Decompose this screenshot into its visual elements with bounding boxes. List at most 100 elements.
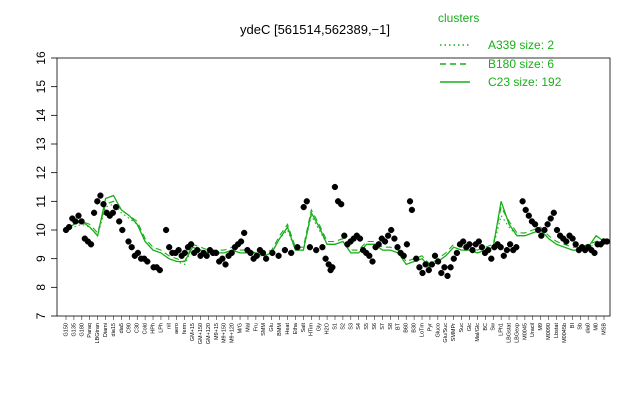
x-tick-label: SMMPr (451, 323, 457, 342)
x-tick-label: S2 (340, 323, 346, 330)
y-axis: 7 8 9 10 11 12 13 14 15 16 (34, 51, 57, 319)
data-point (90, 209, 98, 216)
data-point (434, 258, 442, 265)
data-point (269, 249, 276, 257)
data-point (156, 266, 163, 274)
data-point (75, 212, 82, 219)
data-point (403, 241, 411, 248)
data-point (394, 244, 401, 251)
x-tick-label: dia0 (586, 323, 592, 333)
data-point (447, 264, 454, 271)
data-point (288, 249, 295, 257)
data-point (506, 241, 514, 248)
data-point (425, 266, 432, 274)
x-tick-label: aero (174, 323, 180, 334)
data-point (341, 232, 348, 239)
data-point (219, 255, 226, 262)
x-axis: G150 G135 G180 Paraq LBGtran Diami dia15 dia5 C9… (63, 316, 607, 344)
data-point (384, 232, 392, 239)
data-point (563, 238, 570, 245)
data-point (416, 264, 423, 271)
x-tick-label: Mal (245, 323, 251, 332)
data-point (338, 201, 345, 208)
x-tick-label: G180 (79, 323, 85, 336)
x-tick-label: nit (166, 323, 172, 329)
x-tick-label: Gly (317, 323, 323, 332)
x-tick-label: S8 (388, 323, 394, 330)
data-point (228, 249, 235, 257)
x-tick-label: Paraq (87, 323, 93, 338)
data-point (535, 226, 542, 234)
x-tick-label: C30 (135, 323, 141, 333)
y-tick-label: 10 (34, 223, 48, 237)
x-tick-label: S3 (348, 323, 354, 330)
y-tick-label: 11 (34, 195, 48, 208)
data-point (116, 218, 123, 225)
data-point (419, 269, 426, 277)
x-tick-label: Suc (459, 323, 465, 333)
legend-title: clusters (438, 11, 479, 25)
y-tick-label: 9 (34, 255, 48, 262)
data-point (485, 246, 492, 254)
x-tick-label: Diami (103, 323, 109, 337)
data-point (431, 252, 439, 259)
data-point (222, 261, 229, 268)
data-point (413, 255, 420, 262)
x-tick-label: Lbstat (554, 323, 560, 338)
plot-area-frame (56, 57, 611, 317)
x-tick-label: GM+150 (198, 323, 204, 344)
data-point (375, 241, 382, 248)
data-point (281, 246, 289, 254)
data-point (538, 232, 545, 239)
x-tick-label: Mal/Glc (475, 323, 481, 342)
data-point (187, 241, 195, 248)
legend-label-c23: C23 size: 192 (488, 75, 562, 89)
legend-label-b180: B180 size: 6 (488, 57, 554, 71)
x-tick-label: BT (396, 322, 402, 330)
data-point (460, 238, 467, 245)
data-point (500, 252, 507, 259)
data-point (119, 226, 126, 234)
x-tick-label: HTim (309, 323, 315, 336)
data-point (366, 252, 373, 259)
x-tick-label: LBGtran (95, 323, 101, 343)
data-point (553, 226, 561, 234)
x-tick-label: M0045 (522, 323, 528, 340)
data-point (513, 244, 520, 251)
data-point (531, 221, 539, 228)
data-point (388, 226, 395, 234)
data-point (408, 206, 416, 214)
data-point (109, 209, 117, 216)
data-point (112, 203, 120, 211)
x-tick-label: Sw (491, 323, 497, 331)
x-tick-label: SMM (261, 323, 267, 336)
x-tick-label: LPh1 (499, 323, 505, 336)
data-point (453, 249, 461, 257)
x-tick-label: Fru (253, 323, 259, 331)
x-tick-label: Glc (467, 323, 473, 332)
data-point (181, 249, 188, 257)
data-point (329, 264, 336, 271)
x-tick-label: Salt (301, 323, 307, 333)
x-tick-label: LBGstat (507, 323, 513, 343)
data-point (237, 238, 245, 245)
x-tick-label: M9+120 (230, 323, 236, 343)
x-tick-label: LBGexp (514, 323, 520, 343)
chart-title: ydeC [561514,562389,−1] (240, 22, 390, 37)
data-point (522, 206, 529, 214)
data-point (422, 261, 429, 268)
x-tick-label: M0 (594, 323, 600, 331)
data-point (603, 238, 611, 245)
data-point (253, 252, 260, 259)
legend: clusters A339 size: 2 B180 size: 6 C23 s… (438, 11, 562, 89)
data-point (369, 258, 376, 265)
data-point (125, 238, 132, 245)
data-point (300, 203, 307, 211)
x-tick-label: GM+15 (190, 323, 196, 341)
x-tick-label: S4 (356, 323, 362, 330)
data-point (144, 258, 151, 265)
data-point (259, 249, 267, 257)
data-point (503, 246, 511, 254)
x-tick-label: BMM (277, 323, 283, 336)
